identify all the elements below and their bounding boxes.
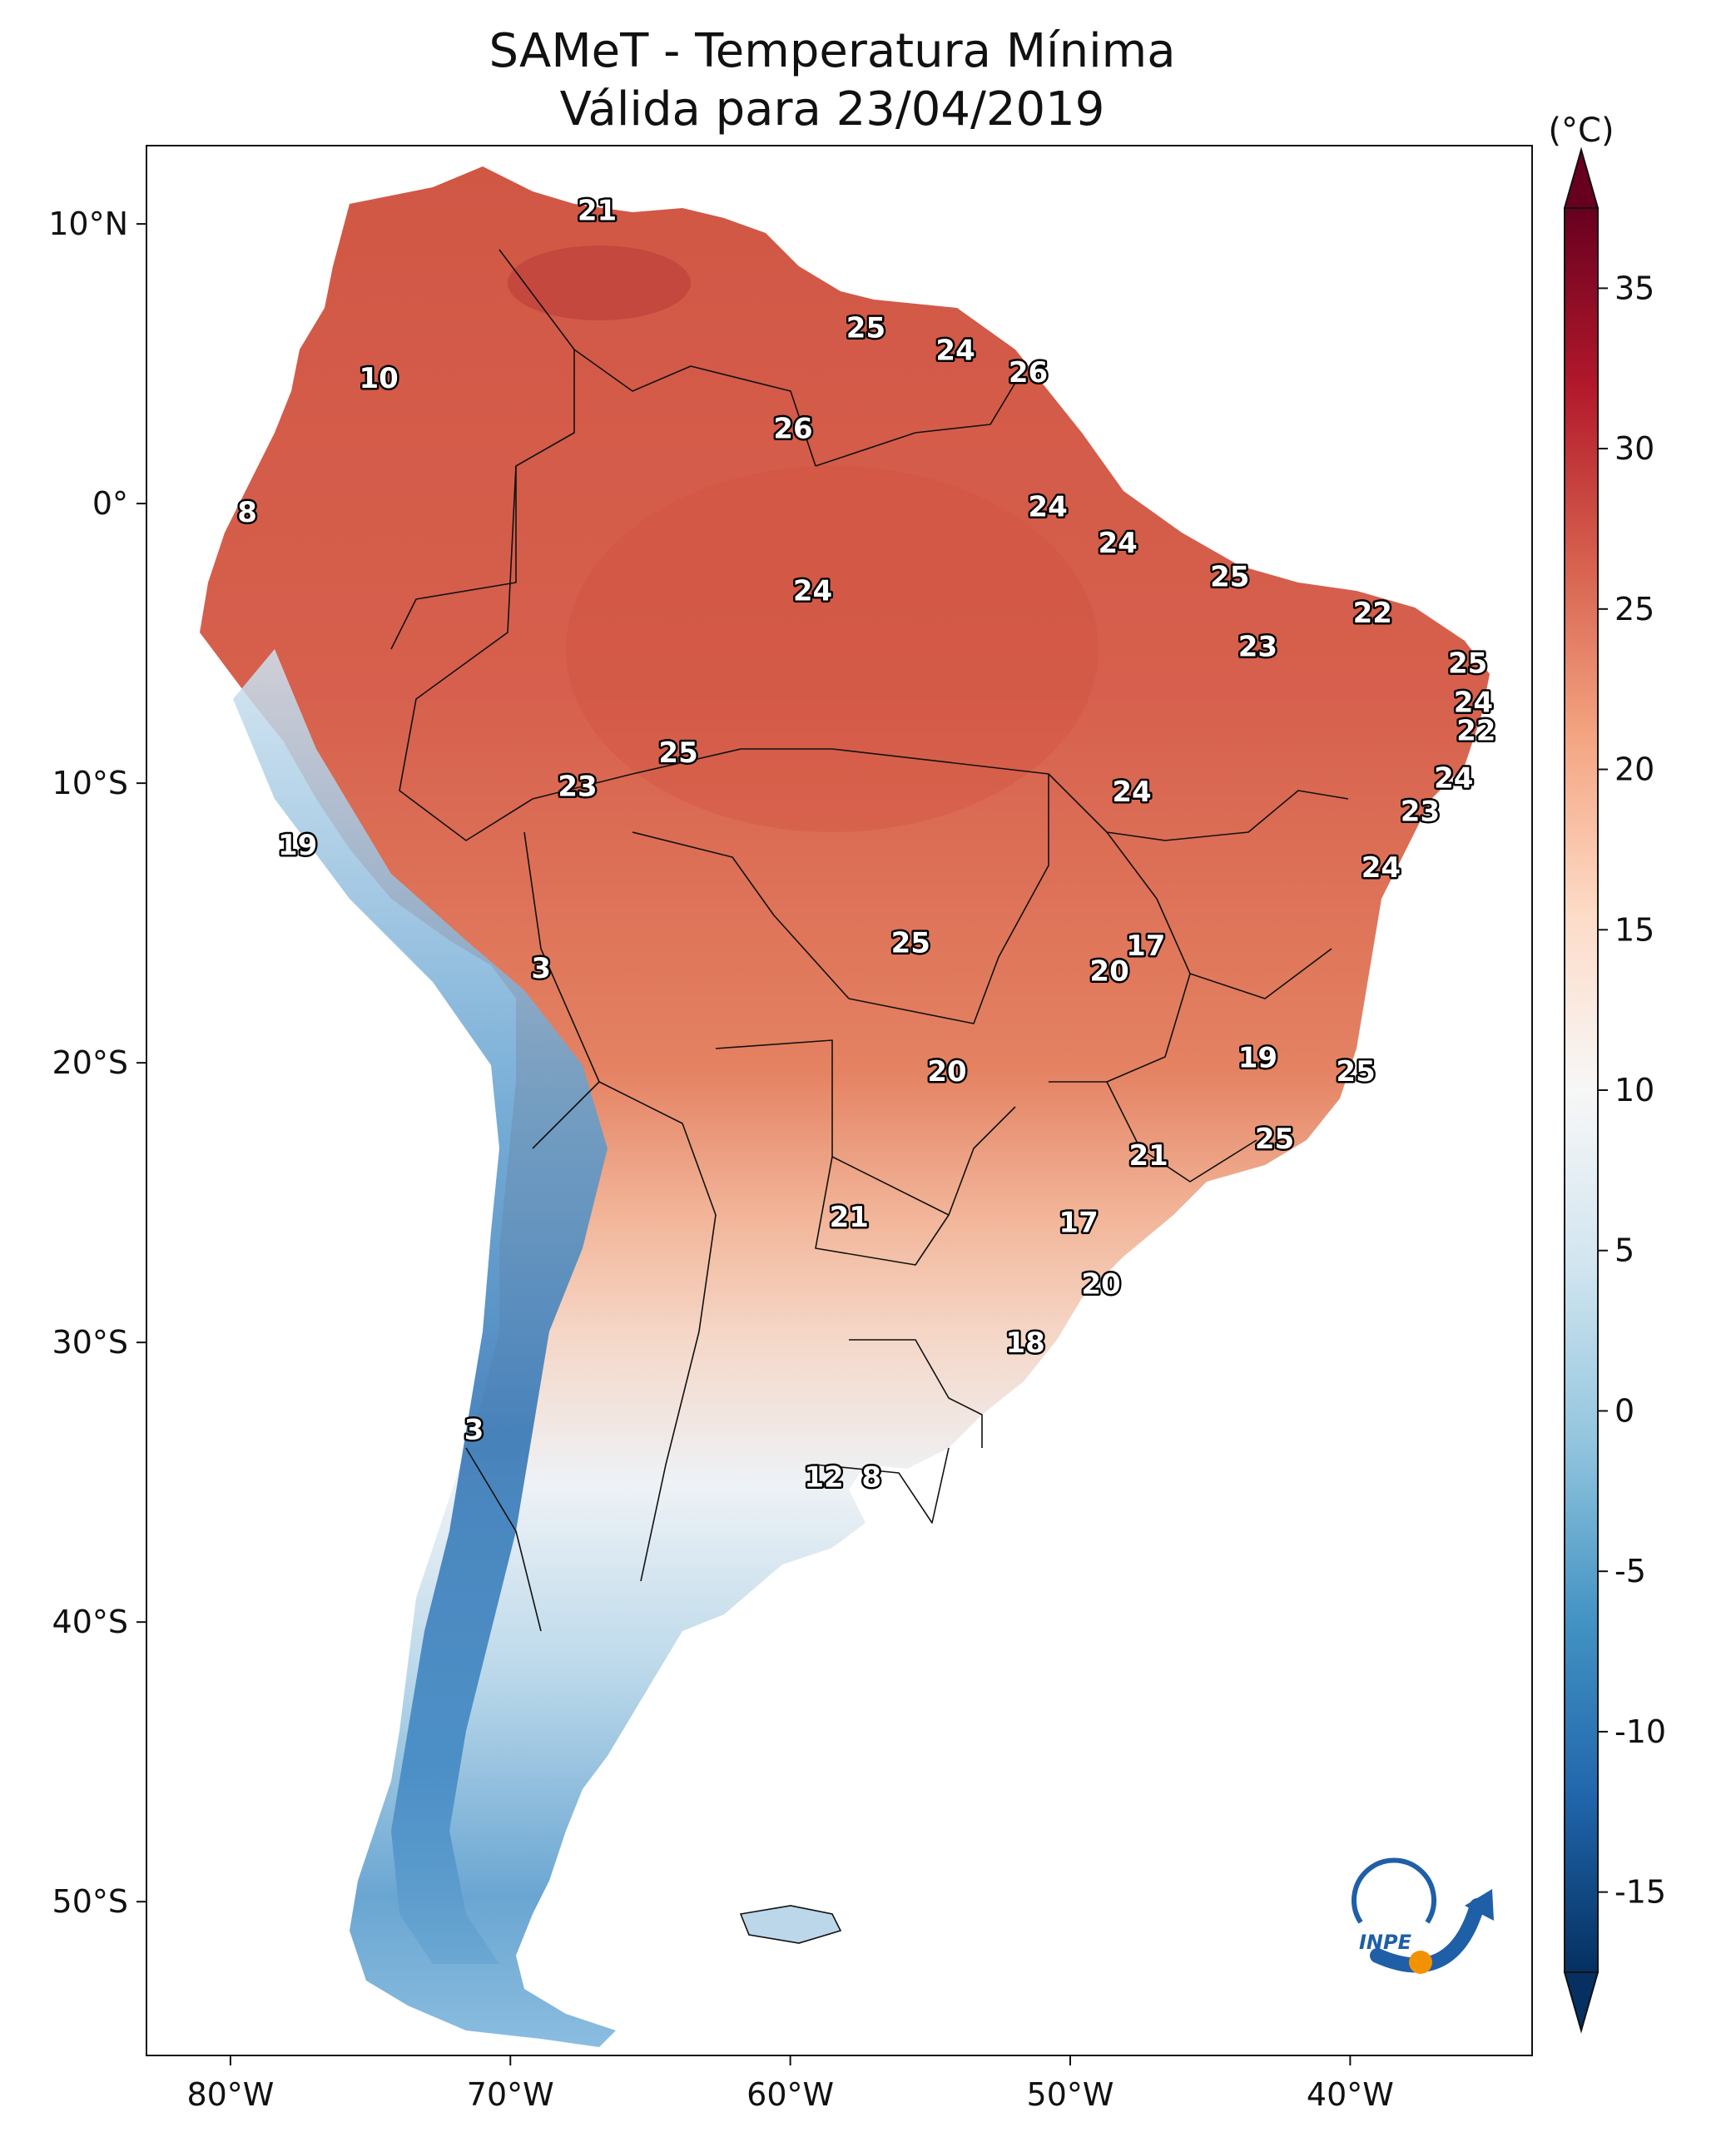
temperature-label: 24 [935, 334, 975, 367]
colorbar-tick-label: 5 [1614, 1232, 1634, 1269]
latitude-ticks: 10°N 0° 10°S 20°S 30°S 40°S 50°S [48, 206, 146, 1920]
logo-arc-icon [1352, 1857, 1436, 1924]
temperature-label: 23 [1401, 796, 1440, 829]
temperature-label: 24 [1362, 851, 1401, 885]
temperature-label: 24 [1434, 761, 1473, 795]
colorbar-tick-label: 35 [1614, 270, 1654, 306]
logo-text: INPE [1359, 1931, 1412, 1954]
temperature-label: 24 [1112, 776, 1151, 809]
colorbar-tick-label: -15 [1614, 1874, 1666, 1911]
temperature-label: 21 [1129, 1139, 1168, 1173]
temperature-label: 24 [1454, 687, 1493, 720]
colorbar-tick-label: 20 [1614, 751, 1654, 788]
colorbar-tick-label: -5 [1614, 1553, 1646, 1589]
country-borders [390, 249, 1349, 1632]
colorbar-tick-label: 15 [1614, 911, 1654, 948]
colorbar-gradient [1564, 207, 1599, 1973]
andes-cold-band [233, 649, 608, 1964]
temperature-label: 24 [793, 574, 832, 607]
temperature-label: 25 [1255, 1123, 1294, 1156]
longitude-tick-label: 70°W [467, 2076, 554, 2113]
temperature-label: 25 [1448, 647, 1487, 681]
temperature-label: 22 [1353, 597, 1392, 630]
temperature-label: 25 [891, 927, 930, 960]
temperature-label: 24 [1099, 527, 1138, 560]
temperature-label: 3 [464, 1413, 484, 1446]
latitude-tick-label: 10°N [48, 206, 128, 242]
colorbar-top-triangle [1563, 146, 1600, 209]
longitude-tick-label: 40°W [1307, 2076, 1394, 2113]
temperature-label: 21 [830, 1201, 869, 1234]
latitude-tick-label: 50°S [52, 1883, 128, 1920]
latitude-tick-label: 10°S [52, 765, 128, 801]
falkland-islands [739, 1905, 842, 1944]
colorbar-tick-label: 25 [1614, 591, 1654, 627]
temperature-label: 24 [1028, 490, 1067, 523]
temperature-label: 18 [1006, 1326, 1045, 1360]
temperature-label: 20 [927, 1055, 966, 1088]
latitude-tick-label: 40°S [52, 1604, 128, 1640]
colorbar-tick-label: -10 [1614, 1713, 1666, 1750]
temperature-label: 25 [846, 311, 885, 345]
temperature-label: 25 [658, 736, 697, 770]
logo-arrow-icon [1465, 1889, 1494, 1921]
latitude-tick-label: 30°S [52, 1324, 128, 1361]
temperature-label: 20 [1089, 955, 1128, 988]
latitude-tick-label: 20°S [52, 1044, 128, 1081]
temperature-label: 8 [861, 1460, 881, 1494]
temperature-label: 20 [1081, 1268, 1120, 1302]
temperature-label: 23 [558, 770, 597, 803]
temperature-label: 12 [804, 1460, 843, 1494]
temperature-label: 22 [1456, 714, 1495, 747]
latitude-tick-label: 0° [92, 485, 128, 522]
longitude-tick-label: 60°W [746, 2076, 834, 2113]
temperature-label: 8 [237, 496, 257, 529]
temperature-label: 25 [1210, 560, 1249, 593]
colorbar-tick-label: 30 [1614, 430, 1654, 467]
south-america-landmass [200, 166, 1490, 2047]
temperature-label: 26 [1009, 356, 1048, 389]
logo-swoosh-icon [1370, 1898, 1485, 1973]
colorbar-tick-label: 10 [1614, 1072, 1654, 1108]
longitude-tick-label: 50°W [1027, 2076, 1114, 2113]
temperature-label: 23 [1238, 630, 1277, 663]
longitude-tick-label: 80°W [186, 2076, 274, 2113]
inpe-logo: INPE [1352, 1857, 1494, 1974]
colorbar-tick-label: 0 [1614, 1392, 1634, 1429]
temperature-label: 10 [360, 362, 399, 395]
temperature-label: 19 [1238, 1041, 1277, 1074]
colorbar: (°C) 35 30 25 20 15 10 5 0 -5 -10 -15 [1548, 112, 1666, 2034]
colorbar-ticks: 35 30 25 20 15 10 5 0 -5 -10 -15 [1598, 270, 1666, 1911]
warm-core-amazon [566, 466, 1099, 832]
colorbar-bottom-triangle [1563, 1971, 1600, 2034]
temperature-label: 25 [1336, 1055, 1375, 1088]
temperature-label: 17 [1059, 1207, 1098, 1240]
temperature-label: 21 [578, 194, 617, 227]
temperature-label: 3 [531, 952, 551, 985]
temperature-label: 17 [1126, 930, 1165, 963]
temperature-label: 19 [278, 829, 317, 862]
temperature-label: 26 [773, 412, 812, 445]
warm-core-venezuela [508, 245, 691, 320]
longitude-ticks: 80°W 70°W 60°W 50°W 40°W [186, 2055, 1394, 2113]
logo-dot-icon [1409, 1951, 1432, 1974]
title-line-1: SAMeT - Temperatura Mínima [489, 24, 1175, 78]
colorbar-unit: (°C) [1548, 112, 1614, 150]
title-line-2: Válida para 23/04/2019 [560, 82, 1105, 136]
